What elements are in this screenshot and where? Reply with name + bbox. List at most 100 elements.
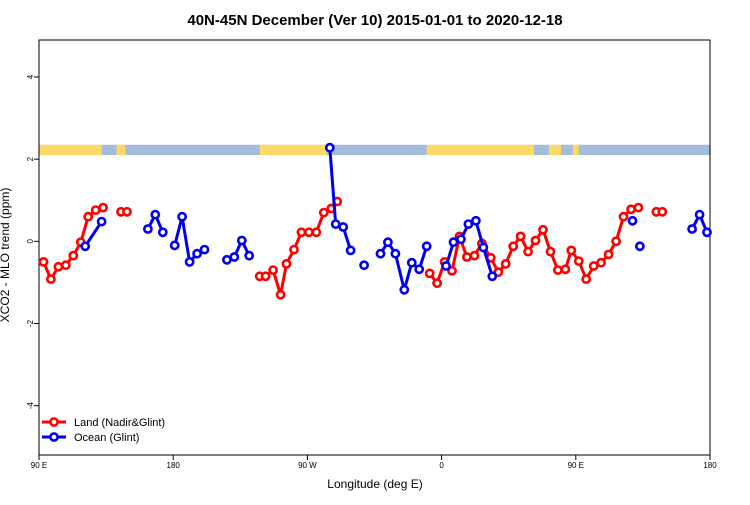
data-point — [448, 237, 459, 248]
legend: Land (Nadir&Glint) Ocean (Glint) — [42, 417, 165, 444]
plot-frame — [38, 39, 711, 456]
y-tick-label: -2 — [26, 319, 35, 327]
data-point — [157, 227, 168, 238]
data-point — [421, 241, 432, 252]
data-point — [338, 222, 349, 232]
land-band-segment — [426, 144, 535, 156]
data-point — [530, 235, 541, 246]
y-axis-label: XCO2 - MLO trend (ppm) — [0, 188, 12, 323]
x-tick-label: 90 E — [31, 461, 47, 470]
data-point — [515, 231, 526, 242]
data-point — [469, 250, 480, 261]
data-point — [596, 257, 606, 268]
data-point — [289, 244, 299, 255]
data-point — [635, 241, 645, 252]
series-line — [428, 206, 639, 285]
surface-type-band — [39, 144, 710, 156]
data-point — [192, 248, 202, 259]
data-point — [184, 256, 195, 267]
x-axis-label: Longitude (deg E) — [327, 477, 422, 491]
data-point — [38, 256, 49, 267]
data-point — [618, 211, 629, 222]
data-point — [382, 237, 393, 248]
data-point — [260, 271, 271, 282]
data-point — [545, 246, 556, 257]
data-point — [500, 258, 511, 269]
data-point — [229, 252, 240, 262]
data-point — [359, 260, 369, 271]
data-point — [694, 209, 705, 220]
legend-label: Land (Nadir&Glint) — [74, 417, 165, 429]
land-band-segment — [548, 144, 561, 156]
data-point — [553, 265, 563, 275]
land-band-segment — [259, 144, 327, 156]
data-point — [657, 206, 668, 217]
data-point — [96, 216, 107, 227]
data-point — [244, 250, 255, 261]
data-point — [169, 240, 180, 251]
x-tick-label: 0 — [439, 461, 444, 470]
data-point — [447, 265, 457, 276]
series-ocean — [80, 142, 712, 295]
data-point — [508, 241, 519, 252]
data-point — [424, 268, 435, 279]
land-band-segment — [572, 144, 579, 156]
data-point — [626, 204, 636, 215]
data-point — [375, 248, 386, 259]
y-tick-label: 4 — [26, 74, 35, 79]
data-point — [588, 261, 599, 271]
data-point — [478, 242, 489, 253]
data-point — [538, 224, 548, 235]
data-point — [399, 284, 410, 295]
y-tick-label: 0 — [26, 239, 35, 244]
chart-title: 40N-45N December (Ver 10) 2015-01-01 to … — [187, 12, 562, 29]
data-point — [627, 215, 638, 226]
data-point — [611, 236, 621, 247]
data-point — [318, 207, 329, 218]
data-point — [345, 245, 356, 256]
data-point — [487, 271, 498, 282]
data-point — [68, 250, 79, 261]
data-point — [177, 211, 187, 222]
data-point — [324, 142, 335, 153]
land-band-segment — [39, 144, 102, 156]
data-point — [566, 245, 577, 256]
legend-marker — [49, 432, 59, 442]
data-point — [573, 256, 584, 266]
legend-label: Ocean (Glint) — [74, 432, 139, 444]
series-line — [42, 206, 104, 281]
data-point — [98, 202, 108, 213]
data-point — [406, 257, 417, 268]
x-tick-label: 90 E — [568, 461, 584, 470]
y-tick-label: -4 — [26, 402, 35, 410]
data-point — [60, 260, 71, 271]
data-point — [53, 261, 64, 272]
data-point — [281, 258, 292, 269]
data-point — [456, 234, 466, 245]
x-tick-label: 180 — [703, 461, 717, 470]
data-point — [268, 265, 278, 275]
data-point — [311, 227, 322, 238]
series-line — [83, 220, 103, 248]
data-point — [122, 206, 132, 217]
data-point — [633, 202, 644, 213]
data-point — [523, 246, 533, 257]
data-point — [470, 215, 481, 226]
land-band-segment — [116, 144, 126, 156]
data-point — [441, 261, 451, 271]
data-point — [461, 252, 472, 262]
y-axis-ticks: -4 -2 0 2 4 — [26, 74, 39, 409]
data-point — [702, 227, 712, 238]
data-point — [432, 278, 442, 289]
x-axis-ticks: 90 E 180 90 W 0 90 E 180 — [31, 455, 717, 470]
data-point — [581, 274, 592, 284]
series-land — [38, 196, 668, 300]
data-point — [687, 224, 697, 234]
data-point — [142, 224, 153, 234]
data-point — [296, 227, 307, 238]
x-tick-label: 180 — [167, 461, 181, 470]
data-point — [150, 209, 161, 220]
ocean-band — [39, 144, 710, 156]
